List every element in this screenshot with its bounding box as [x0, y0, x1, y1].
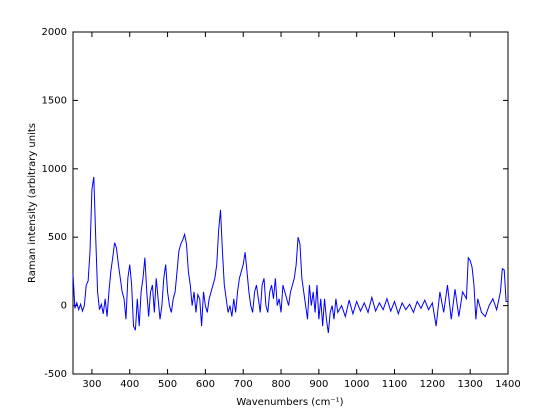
y-tick-label: 1000 — [42, 164, 67, 175]
x-tick-label: 500 — [158, 379, 177, 390]
x-tick-label: 1400 — [495, 379, 520, 390]
x-tick-label: 1200 — [420, 379, 445, 390]
y-tick-label: 1500 — [42, 95, 67, 106]
y-tick-label: 500 — [48, 232, 67, 243]
x-axis-label: Wavenumbers (cm⁻¹) — [236, 397, 343, 408]
spectrum-line — [72, 176, 508, 334]
y-tick-label: -500 — [44, 369, 67, 380]
x-tick-label: 800 — [271, 379, 290, 390]
y-tick-label: 0 — [61, 301, 67, 312]
x-tick-label: 700 — [234, 379, 253, 390]
x-tick-label: 300 — [82, 379, 101, 390]
x-tick-label: 1000 — [344, 379, 369, 390]
y-axis-label: Raman intensity (arbitrary units — [27, 123, 38, 283]
x-tick-label: 1100 — [382, 379, 407, 390]
x-tick-label: 1300 — [457, 379, 482, 390]
y-tick-label: 2000 — [42, 27, 67, 38]
x-tick-label: 900 — [309, 379, 328, 390]
x-tick-label: 400 — [120, 379, 139, 390]
x-tick-label: 600 — [196, 379, 215, 390]
plot-frame — [72, 31, 509, 375]
